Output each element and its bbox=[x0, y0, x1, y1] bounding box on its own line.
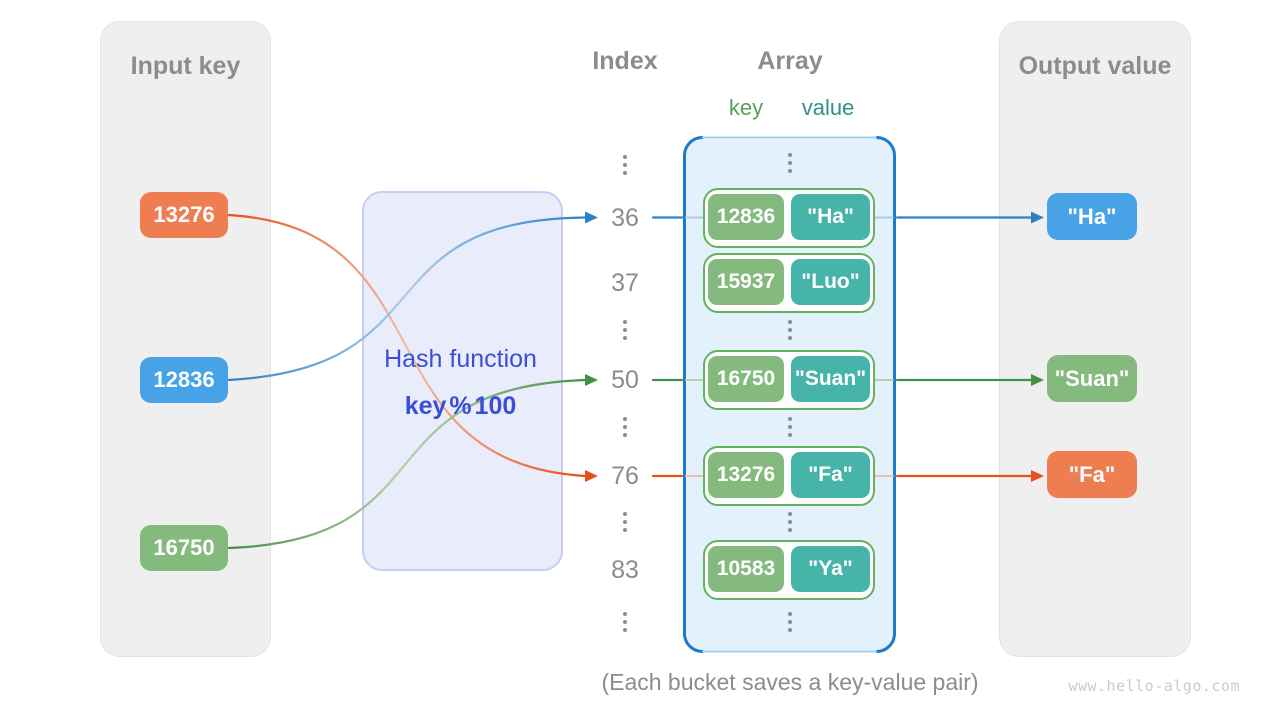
pair-value: "Luo" bbox=[801, 270, 860, 293]
input-key-16750: 16750 bbox=[140, 525, 228, 571]
hash-function-title: Hash function bbox=[384, 345, 537, 373]
hash-function-formula: key % 100 bbox=[404, 392, 517, 420]
index-value-36: 36 bbox=[611, 204, 639, 232]
pair-key: 15937 bbox=[716, 270, 776, 293]
index-value-83: 83 bbox=[611, 556, 639, 584]
output-value-panel: Output value bbox=[999, 21, 1191, 657]
kv-pair-bucket-76: 13276 "Fa" bbox=[703, 446, 875, 506]
ellipsis-icon bbox=[788, 417, 792, 437]
pair-value-box: "Suan" bbox=[791, 356, 870, 402]
index-value-50: 50 bbox=[611, 366, 639, 394]
pair-key: 13276 bbox=[716, 463, 776, 486]
pair-key: 10583 bbox=[716, 557, 776, 580]
output-value-label: "Ha" bbox=[1067, 203, 1117, 229]
pair-value: "Fa" bbox=[808, 463, 853, 486]
input-key-label: 16750 bbox=[153, 535, 215, 560]
input-key-label: 13276 bbox=[153, 202, 215, 227]
ellipsis-icon bbox=[623, 320, 627, 340]
caption: (Each bucket saves a key-value pair) bbox=[601, 669, 979, 695]
pair-key-box: 10583 bbox=[708, 546, 784, 592]
value-column-label: value bbox=[801, 95, 855, 120]
watermark: www.hello-algo.com bbox=[1068, 677, 1240, 695]
ellipsis-icon bbox=[788, 512, 792, 532]
output-value-label: "Suan" bbox=[1054, 365, 1130, 391]
pair-key: 16750 bbox=[716, 367, 776, 390]
pair-key-box: 16750 bbox=[708, 356, 784, 402]
array-header: Array bbox=[757, 47, 823, 75]
index-header: Index bbox=[592, 47, 658, 75]
ellipsis-icon bbox=[623, 155, 627, 175]
pair-value: "Suan" bbox=[794, 367, 867, 390]
input-panel-title: Input key bbox=[130, 52, 241, 80]
output-value-fa: "Fa" bbox=[1047, 451, 1137, 498]
pair-key-box: 12836 bbox=[708, 194, 784, 240]
pair-key: 12836 bbox=[716, 205, 776, 228]
input-key-12836: 12836 bbox=[140, 357, 228, 403]
ellipsis-icon bbox=[623, 512, 627, 532]
kv-pair-bucket-36: 12836 "Ha" bbox=[703, 188, 875, 248]
ellipsis-icon bbox=[623, 417, 627, 437]
output-value-label: "Fa" bbox=[1068, 461, 1116, 487]
key-column-label: key bbox=[728, 95, 764, 120]
index-value-76: 76 bbox=[611, 462, 639, 490]
pair-value-box: "Luo" bbox=[791, 259, 870, 305]
ellipsis-icon bbox=[788, 320, 792, 340]
output-value-suan: "Suan" bbox=[1047, 355, 1137, 402]
hash-function-box bbox=[362, 191, 563, 571]
ellipsis-icon bbox=[788, 153, 792, 173]
pair-key-box: 13276 bbox=[708, 452, 784, 498]
index-value-37: 37 bbox=[611, 269, 639, 297]
pair-value-box: "Ya" bbox=[791, 546, 870, 592]
pair-value: "Ya" bbox=[808, 557, 853, 580]
kv-pair-bucket-50: 16750 "Suan" bbox=[703, 350, 875, 410]
pair-value-box: "Fa" bbox=[791, 452, 870, 498]
pair-value: "Ha" bbox=[807, 205, 854, 228]
ellipsis-icon bbox=[623, 612, 627, 632]
input-key-13276: 13276 bbox=[140, 192, 228, 238]
output-panel-title: Output value bbox=[1018, 52, 1172, 80]
pair-key-box: 15937 bbox=[708, 259, 784, 305]
input-key-label: 12836 bbox=[153, 367, 215, 392]
output-value-ha: "Ha" bbox=[1047, 193, 1137, 240]
kv-pair-bucket-83: 10583 "Ya" bbox=[703, 540, 875, 600]
pair-value-box: "Ha" bbox=[791, 194, 870, 240]
ellipsis-icon bbox=[788, 612, 792, 632]
kv-pair-bucket-37: 15937 "Luo" bbox=[703, 253, 875, 313]
